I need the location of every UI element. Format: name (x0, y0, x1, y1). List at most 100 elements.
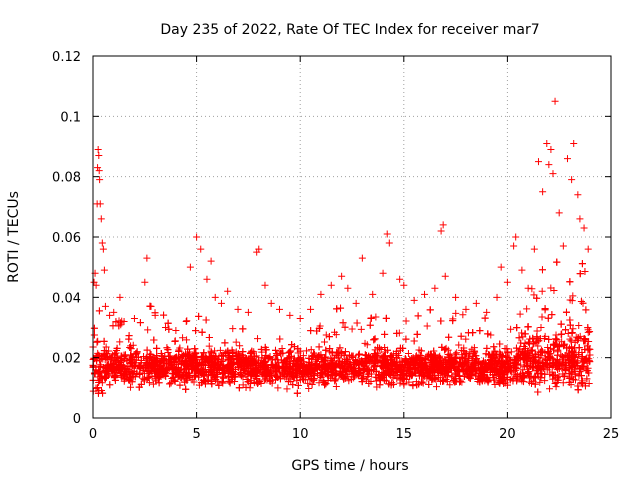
data-point (103, 355, 111, 363)
data-point (464, 354, 472, 362)
data-point (381, 330, 389, 338)
data-point (109, 322, 117, 330)
data-point (354, 351, 362, 359)
data-point (549, 372, 557, 380)
data-point (566, 278, 574, 286)
data-point (455, 341, 463, 349)
data-point (567, 337, 575, 345)
data-point (381, 348, 389, 356)
data-point (360, 362, 368, 370)
data-point (140, 376, 148, 384)
data-point (191, 345, 199, 353)
data-point (247, 349, 255, 357)
data-point (290, 373, 298, 381)
data-point (472, 352, 480, 360)
data-point (466, 374, 474, 382)
data-point (340, 375, 348, 383)
data-point (538, 266, 546, 274)
data-point (525, 370, 533, 378)
data-point (483, 344, 491, 352)
data-point (513, 324, 521, 332)
data-point (523, 305, 531, 313)
data-point (341, 323, 349, 331)
data-point (232, 338, 240, 346)
data-point (177, 359, 185, 367)
data-point (332, 351, 340, 359)
data-point (165, 325, 173, 333)
data-point (344, 360, 352, 368)
data-point (261, 376, 269, 384)
data-point (518, 329, 526, 337)
data-point (417, 364, 425, 372)
data-point (175, 347, 183, 355)
data-point (575, 351, 583, 359)
data-point (273, 372, 281, 380)
data-point (221, 368, 229, 376)
data-point (283, 385, 291, 393)
data-point (520, 343, 528, 351)
data-point (578, 380, 586, 388)
data-point (382, 356, 390, 364)
data-point (351, 372, 359, 380)
data-point (253, 374, 261, 382)
data-point (229, 368, 237, 376)
data-point (155, 379, 163, 387)
data-point (297, 355, 305, 363)
data-point (310, 370, 318, 378)
data-point (127, 383, 135, 391)
data-point (371, 360, 379, 368)
data-point (566, 316, 574, 324)
data-point (198, 328, 206, 336)
data-point (449, 359, 457, 367)
data-point (355, 350, 363, 358)
data-point (325, 333, 333, 341)
data-point (457, 332, 465, 340)
data-point (136, 365, 144, 373)
data-point (140, 362, 148, 370)
data-point (305, 384, 313, 392)
data-point (324, 377, 332, 385)
data-point (521, 330, 529, 338)
data-point (236, 342, 244, 350)
data-point (322, 346, 330, 354)
data-point (239, 348, 247, 356)
data-point (569, 347, 577, 355)
data-point (526, 374, 534, 382)
data-point (164, 346, 172, 354)
data-point (489, 371, 497, 379)
data-point (152, 375, 160, 383)
data-point (398, 360, 406, 368)
data-point (524, 338, 532, 346)
data-point (273, 363, 281, 371)
data-point (538, 370, 546, 378)
data-point (110, 373, 118, 381)
data-point (330, 364, 338, 372)
data-point (555, 343, 563, 351)
data-point (361, 339, 369, 347)
data-point (437, 317, 445, 325)
data-point (481, 314, 489, 322)
data-point (100, 351, 108, 359)
data-point (148, 373, 156, 381)
data-point (281, 367, 289, 375)
data-point (145, 379, 153, 387)
data-point (116, 338, 124, 346)
data-point (523, 369, 531, 377)
data-point (452, 309, 460, 317)
data-point (514, 347, 522, 355)
data-point (311, 364, 319, 372)
data-point (432, 375, 440, 383)
data-point (94, 337, 102, 345)
data-point (558, 330, 566, 338)
data-point (568, 368, 576, 376)
data-point (112, 318, 120, 326)
data-point (185, 369, 193, 377)
data-point (205, 342, 213, 350)
data-point (485, 359, 493, 367)
data-point (559, 354, 567, 362)
data-point (183, 336, 191, 344)
data-point (201, 378, 209, 386)
data-point (102, 368, 110, 376)
data-point (578, 260, 586, 268)
data-point (191, 353, 199, 361)
